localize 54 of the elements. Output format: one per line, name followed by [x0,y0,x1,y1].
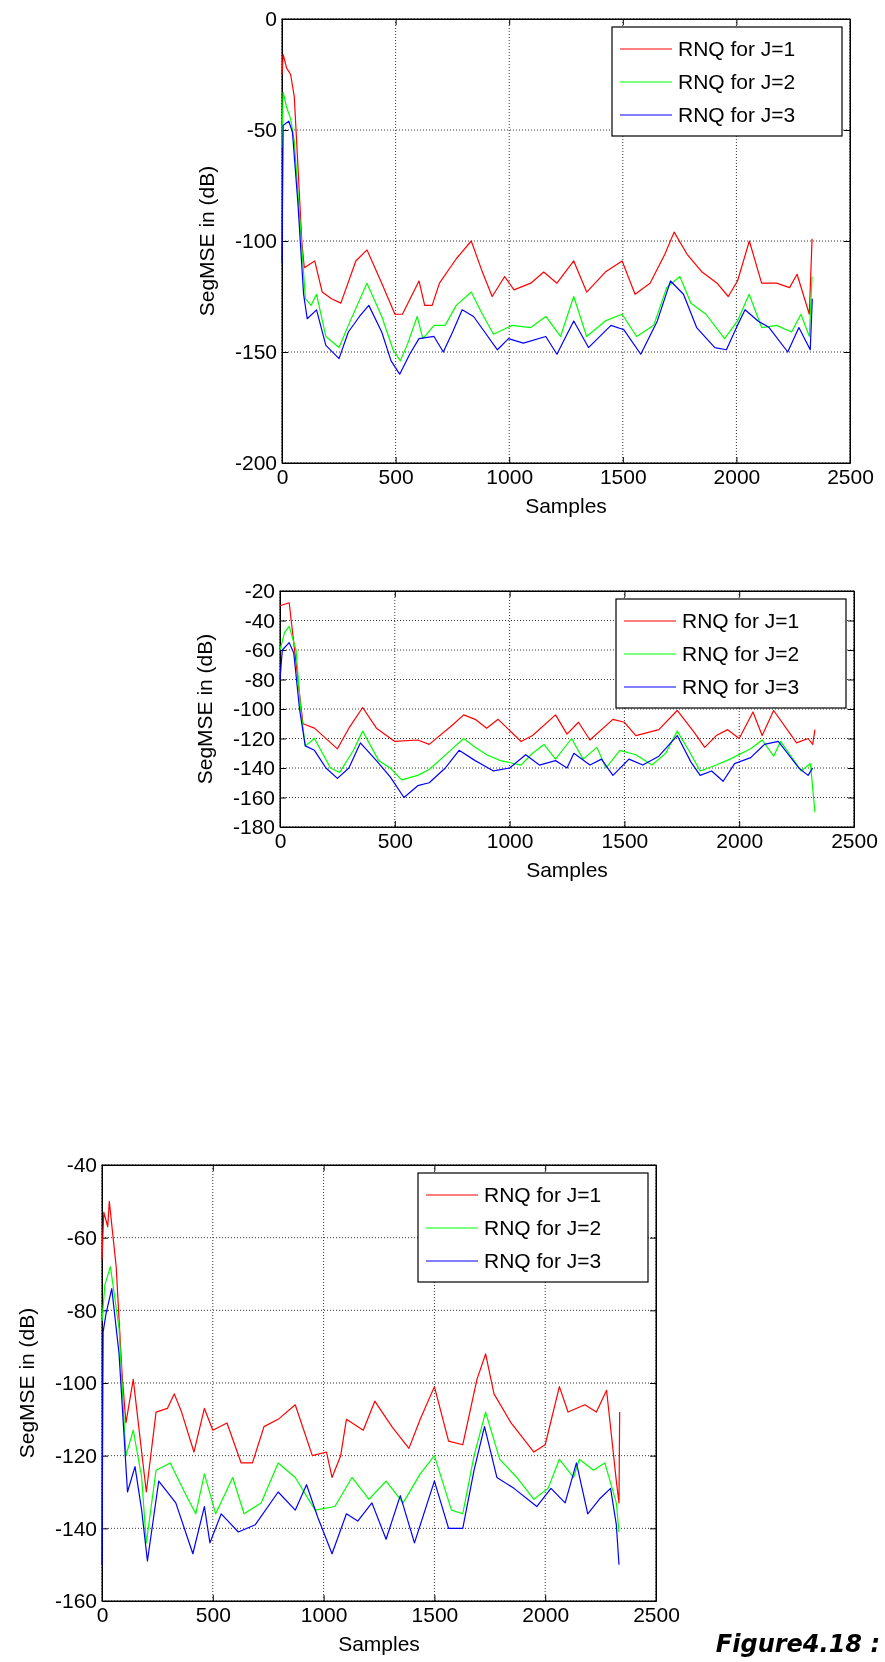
y-tick-label: -200 [234,451,277,475]
legend-label: RNQ for J=2 [484,1216,602,1239]
y-axis-title: SegMSE in (dB) [193,633,216,785]
x-tick-label: 1500 [599,464,647,488]
x-tick-label: 500 [195,1602,231,1626]
y-axis-title: SegMSE in (dB) [15,1307,38,1459]
y-tick-label: -120 [232,726,275,750]
y-tick-label: -180 [232,815,275,839]
line-series [279,602,816,750]
y-axis-title: SegMSE in (dB) [195,165,218,317]
x-tick-label: 2500 [633,1602,680,1626]
y-tick-label: -80 [66,1298,97,1322]
line-series [279,642,814,799]
y-tick-label: -140 [232,756,275,780]
x-tick-label: 500 [377,828,413,852]
y-tick-label: -120 [54,1443,97,1467]
y-tick-label: -100 [234,229,277,253]
x-axis-title: Samples [338,1632,420,1655]
y-tick-label: -100 [54,1371,97,1395]
legend-label: RNQ for J=1 [484,1183,602,1206]
y-tick-label: -160 [232,785,275,809]
y-tick-label: -80 [244,667,275,691]
y-tick-label: -60 [66,1225,97,1249]
x-axis-title: Samples [525,494,607,517]
y-tick-label: -50 [246,118,277,142]
caption: Figure4.18 : [715,1630,880,1658]
legend-label: RNQ for J=1 [678,37,796,60]
legend-label: RNQ for J=3 [678,103,796,126]
x-tick-label: 2000 [522,1602,570,1626]
y-tick-label: -40 [244,608,275,632]
y-tick-label: -60 [244,638,275,662]
legend-label: RNQ for J=3 [484,1249,602,1272]
x-tick-label: 2000 [716,828,764,852]
x-tick-label: 2000 [713,464,761,488]
x-tick-label: 1500 [411,1602,459,1626]
x-tick-label: 1500 [601,828,649,852]
x-axis-title: Samples [526,858,608,881]
y-tick-label: -20 [244,579,275,603]
x-tick-label: 2500 [831,828,878,852]
y-tick-label: -40 [66,1153,97,1177]
x-tick-label: 1000 [300,1602,348,1626]
legend-label: RNQ for J=2 [682,642,800,665]
x-tick-label: 1000 [486,828,534,852]
y-tick-label: -150 [234,340,277,364]
y-tick-label: -140 [54,1516,97,1540]
y-tick-label: -160 [54,1589,97,1613]
legend-label: RNQ for J=2 [678,70,796,93]
y-tick-label: -100 [232,697,275,721]
legend-label: RNQ for J=3 [682,675,800,698]
legend-label: RNQ for J=1 [682,609,800,632]
y-tick-label: 0 [265,7,277,31]
x-tick-label: 2500 [827,464,874,488]
x-tick-label: 1000 [486,464,534,488]
x-tick-label: 500 [378,464,414,488]
